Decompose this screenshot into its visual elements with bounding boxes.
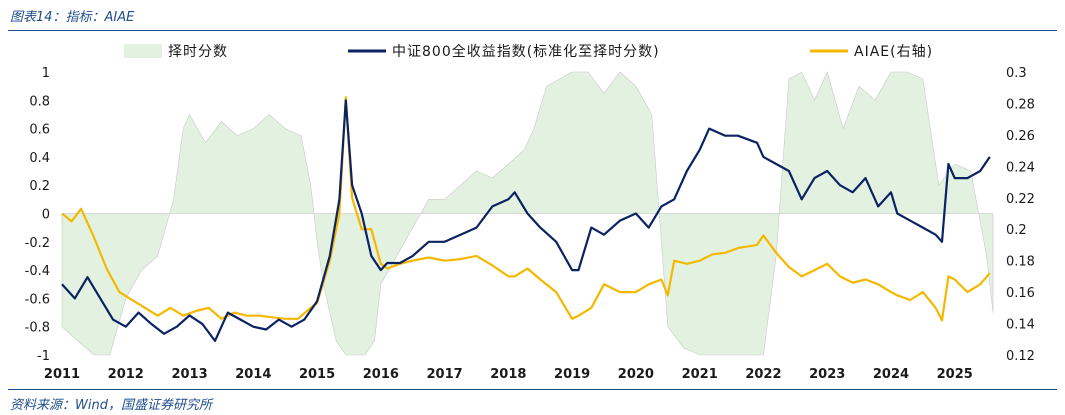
- x-tick-label: 2019: [554, 367, 590, 382]
- y-right-tick-label: 0.16: [1006, 286, 1035, 301]
- y-left-tick-label: -0.2: [25, 236, 50, 251]
- y-right-tick-label: 0.26: [1006, 129, 1035, 144]
- x-tick-label: 2021: [682, 367, 718, 382]
- axes: 2011 2012 2013 2014 2015 2016 2017 2018 2019 2020…: [25, 66, 1035, 382]
- y-left-tick-label: -1: [37, 349, 50, 364]
- y-right-tick-label: 0.22: [1006, 192, 1035, 207]
- y-right-tick-label: 0.12: [1006, 349, 1035, 364]
- y-right-tick-label: 0.24: [1006, 160, 1035, 175]
- x-tick-label: 2017: [427, 367, 463, 382]
- y-left-tick-label: -0.6: [25, 292, 50, 307]
- x-tick-label: 2015: [299, 367, 335, 382]
- y-left-tick-label: 0: [42, 208, 50, 223]
- y-left-tick-label: 1: [42, 66, 50, 81]
- x-tick-label: 2018: [490, 367, 526, 382]
- chart-legend: 择时分数 中证800全收益指数(标准化至择时分数) AIAE(右轴): [124, 43, 933, 60]
- series-line-aiae: [61, 96, 991, 322]
- y-left-tick-label: -0.8: [25, 321, 50, 336]
- x-tick-label: 2016: [363, 367, 399, 382]
- source-note: 资料来源：Wind，国盛证券研究所: [10, 398, 212, 413]
- source-rule: [8, 389, 1057, 390]
- legend-label-timing-score: 择时分数: [168, 44, 228, 60]
- y-right-tick-label: 0.2: [1006, 223, 1027, 238]
- caption-rule: [8, 30, 1057, 31]
- x-tick-label: 2011: [44, 367, 80, 382]
- legend-swatch-timing-score: [124, 44, 162, 58]
- x-tick-label: 2024: [873, 367, 909, 382]
- plot-area: [61, 71, 994, 356]
- y-left-tick-label: 0.8: [29, 94, 50, 109]
- y-left-tick-label: 0.2: [29, 179, 50, 194]
- x-tick-label: 2014: [235, 367, 271, 382]
- x-tick-label: 2013: [171, 367, 207, 382]
- y-right-tick-label: 0.28: [1006, 97, 1035, 112]
- x-tick-label: 2022: [745, 367, 781, 382]
- y-left-tick-label: 0.4: [29, 151, 50, 166]
- x-tick-label: 2023: [809, 367, 845, 382]
- series-line-csi800: [61, 99, 991, 342]
- x-tick-label: 2025: [937, 367, 973, 382]
- x-tick-label: 2020: [618, 367, 654, 382]
- legend-label-csi800: 中证800全收益指数(标准化至择时分数): [392, 43, 660, 60]
- legend-label-aiae: AIAE(右轴): [854, 44, 933, 60]
- y-right-tick-label: 0.14: [1006, 318, 1035, 333]
- y-right-tick-label: 0.18: [1006, 255, 1035, 270]
- y-right-tick-label: 0.3: [1006, 66, 1027, 81]
- y-left-tick-label: 0.6: [29, 123, 50, 138]
- y-left-tick-label: -0.4: [25, 264, 50, 279]
- x-tick-label: 2012: [108, 367, 144, 382]
- figure-caption: 图表14：指标：AIAE: [10, 10, 135, 25]
